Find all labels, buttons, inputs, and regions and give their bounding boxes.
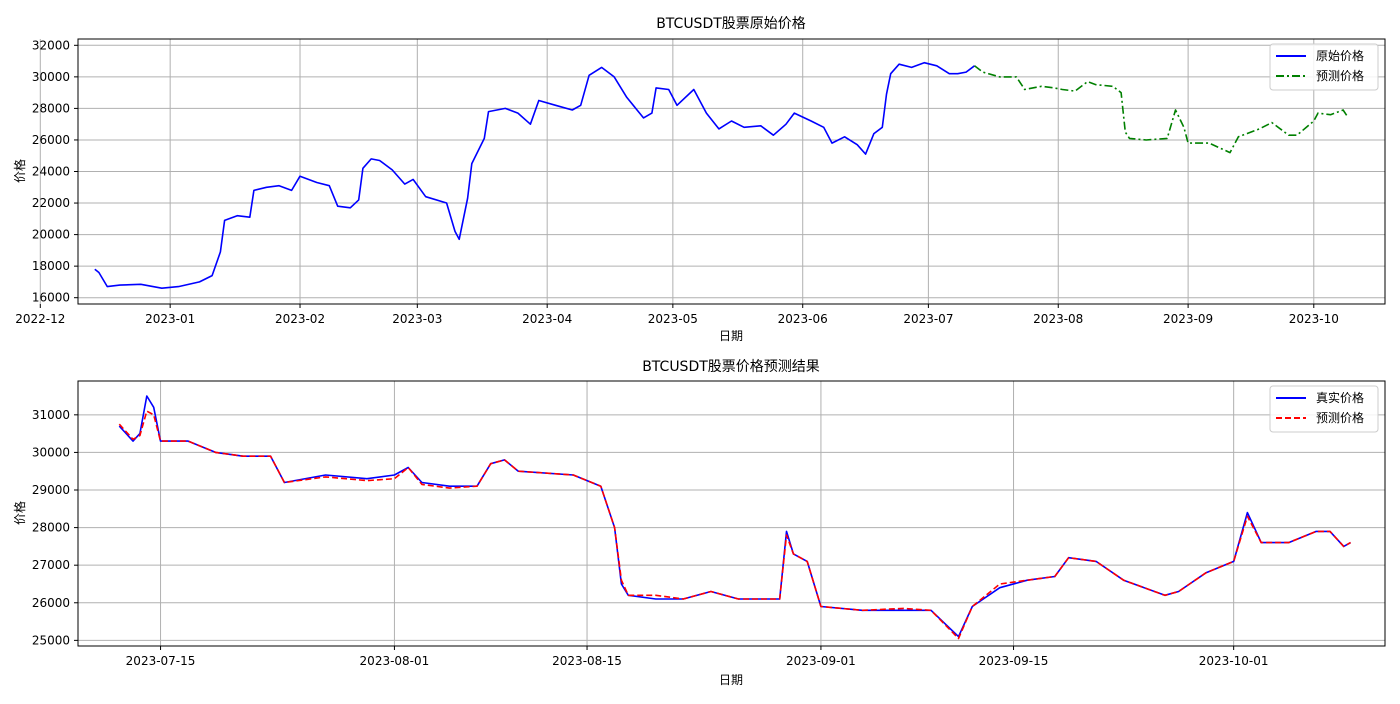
y-tick-label: 28000: [32, 101, 70, 115]
y-tick-label: 29000: [32, 483, 70, 497]
chart2-title: BTCUSDT股票价格预测结果: [642, 359, 820, 375]
chart2-series: [118, 395, 1351, 640]
x-tick-label: 2023-08: [1033, 312, 1083, 326]
chart1-y-ticks: 16000 18000 20000 22000 24000 26000 28000 30000…: [32, 38, 78, 305]
y-tick-label: 30000: [32, 445, 70, 459]
x-tick-label: 2023-10-01: [1199, 654, 1269, 668]
y-tick-label: 16000: [32, 291, 70, 305]
x-tick-label: 2023-01: [145, 312, 195, 326]
x-tick-label: 2023-02: [275, 312, 325, 326]
chart2-plot-frame: [77, 380, 1386, 647]
chart2-y-label: 价格: [12, 501, 27, 525]
chart2-x-label: 日期: [719, 673, 743, 687]
y-tick-label: 28000: [32, 521, 70, 535]
chart1-title: BTCUSDT股票原始价格: [656, 16, 806, 32]
x-tick-label: 2023-06: [778, 312, 828, 326]
chart-original-price: BTCUSDT股票原始价格 2022-12 2023-01 2023-02 2023-…: [12, 16, 1386, 343]
chart1-grid: [39, 39, 1385, 304]
chart1-series: [94, 61, 1348, 290]
chart2-x-ticks: 2023-07-15 2023-08-01 2023-08-15 2023-09-01…: [126, 646, 1269, 668]
chart1-y-label: 价格: [12, 159, 27, 183]
chart1-x-ticks: 2022-12 2023-01 2023-02 2023-03 2023-04 2023-…: [15, 304, 1339, 326]
y-tick-label: 25000: [32, 633, 70, 647]
x-tick-label: 2023-09-01: [786, 654, 856, 668]
chart2-legend-label-predicted: 预测价格: [1316, 410, 1364, 425]
x-tick-label: 2023-08-01: [360, 654, 430, 668]
series-line-1-0: [118, 395, 1351, 638]
x-tick-label: 2023-03: [392, 312, 442, 326]
chart1-legend-label-forecast: 预测价格: [1316, 68, 1364, 83]
series-line-1-1: [118, 410, 1351, 640]
chart2-legend: 真实价格 预测价格: [1269, 385, 1379, 433]
y-tick-label: 32000: [32, 38, 70, 52]
y-tick-label: 18000: [32, 259, 70, 273]
y-tick-label: 27000: [32, 558, 70, 572]
y-tick-label: 26000: [32, 596, 70, 610]
y-tick-label: 30000: [32, 70, 70, 84]
y-tick-label: 22000: [32, 196, 70, 210]
chart2-y-ticks: 25000 26000 27000 28000 29000 30000 31000: [32, 408, 78, 647]
x-tick-label: 2023-07-15: [126, 654, 196, 668]
x-tick-label: 2023-05: [648, 312, 698, 326]
chart1-legend-label-original: 原始价格: [1316, 48, 1364, 63]
x-tick-label: 2023-09-15: [979, 654, 1049, 668]
x-tick-label: 2023-09: [1163, 312, 1213, 326]
x-tick-label: 2022-12: [15, 312, 65, 326]
series-line-0-0: [94, 61, 975, 290]
x-tick-label: 2023-10: [1289, 312, 1339, 326]
chart-prediction-result: BTCUSDT股票价格预测结果 2023-07-15 2023-08-01 2023…: [12, 359, 1386, 687]
chart2-legend-label-true: 真实价格: [1316, 390, 1364, 405]
series-line-0-1: [974, 65, 1348, 154]
x-tick-label: 2023-07: [903, 312, 953, 326]
y-tick-label: 24000: [32, 165, 70, 179]
chart2-grid: [78, 381, 1385, 646]
x-tick-label: 2023-04: [522, 312, 572, 326]
chart1-x-label: 日期: [719, 329, 743, 343]
y-tick-label: 20000: [32, 228, 70, 242]
y-tick-label: 26000: [32, 133, 70, 147]
chart1-legend: 原始价格 预测价格: [1269, 43, 1379, 91]
y-tick-label: 31000: [32, 408, 70, 422]
x-tick-label: 2023-08-15: [552, 654, 622, 668]
